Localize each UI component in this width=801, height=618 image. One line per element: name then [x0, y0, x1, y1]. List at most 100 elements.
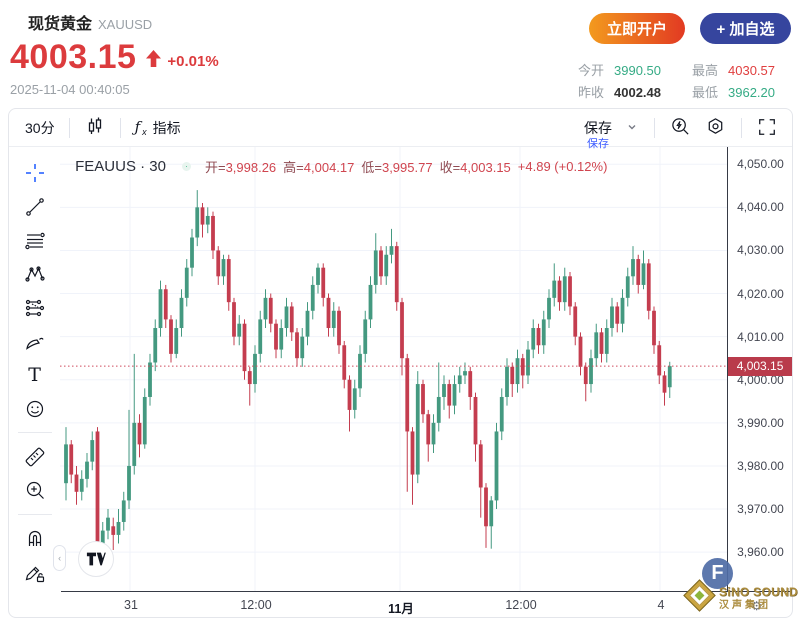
chart-legend: FEAUUS · 30 开=3,998.26 高=4,004.17 低=3,99…: [75, 157, 607, 176]
legend-low-value: 3,995.77: [381, 160, 433, 175]
price-axis-label: 3,970.00: [737, 502, 784, 517]
save-tooltip: 保存: [587, 138, 609, 150]
legend-change: +4.89 (+0.12%): [517, 159, 608, 174]
instrument-name: 现货黄金: [28, 16, 93, 33]
edit-lock-tool-button[interactable]: [18, 557, 52, 586]
xabcd-pattern-icon: [24, 263, 46, 285]
save-dropdown-button[interactable]: [618, 117, 646, 140]
chart-plot[interactable]: FEAUUS · 30 开=3,998.26 高=4,004.17 低=3,99…: [53, 147, 728, 591]
price-up-arrow-icon: [146, 49, 162, 72]
ruler-icon: [24, 446, 46, 468]
legend-high-label: 高=: [283, 160, 304, 175]
fib-lines-tool-button[interactable]: [18, 226, 52, 255]
instrument-symbol: XAUUSD: [98, 17, 153, 32]
price-change-percent: +0.01%: [167, 53, 219, 70]
price-axis-label: 3,990.00: [737, 415, 784, 430]
zoom-in-tool-button[interactable]: [18, 476, 52, 505]
settings-gear-icon: [705, 116, 726, 140]
price-axis-label: 4,050.00: [737, 157, 784, 172]
collapse-drawbar-button[interactable]: ‹: [53, 545, 67, 571]
toolbar-separator: [741, 118, 742, 138]
last-price-tag: 4,003.15: [728, 357, 792, 377]
stat-today-open: 今开 3990.50: [578, 63, 662, 78]
chevron-down-icon: [625, 120, 639, 137]
time-axis-label: 31: [124, 598, 138, 612]
emoji-tool-button[interactable]: [18, 395, 52, 424]
stat-prev-close: 昨收 4002.48: [578, 85, 662, 100]
drawbar-separator: [17, 432, 52, 434]
candlestick-chart: [60, 147, 728, 591]
toolbar-separator: [68, 117, 70, 138]
chart-settings-button[interactable]: [698, 113, 733, 143]
ruler-tool-button[interactable]: [18, 442, 52, 471]
drawbar-separator: [17, 513, 52, 515]
price-axis-label: 4,030.00: [737, 243, 784, 258]
toolbar-separator: [119, 117, 121, 138]
fullscreen-icon: [757, 117, 777, 140]
last-price: 4003.15: [10, 38, 137, 76]
xabcd-pattern-tool-button[interactable]: [18, 260, 52, 289]
forecast-icon: [24, 297, 46, 319]
emoji-icon: [24, 398, 46, 420]
price-axis-label: 3,960.00: [737, 545, 784, 560]
price-axis-label: 4,040.00: [737, 200, 784, 215]
quote-timestamp: 2025-11-04 00:40:05: [10, 82, 130, 97]
brush-icon: [24, 331, 46, 353]
time-axis-label: 4: [657, 598, 665, 612]
text-tool-icon: T: [28, 364, 41, 387]
indicators-label: 指标: [152, 119, 181, 136]
legend-symbol: FEAUUS · 30: [75, 158, 166, 175]
legend-high-value: 4,004.17: [303, 160, 355, 175]
time-axis[interactable]: 31 12:00 11月 12:00 4 ⚙: [9, 591, 792, 617]
text-tool-button[interactable]: T: [18, 361, 52, 390]
price-axis-label: 4,000.00: [737, 372, 784, 387]
add-watchlist-button[interactable]: + 加自选: [700, 13, 791, 44]
trend-line-tool-button[interactable]: [18, 193, 52, 222]
price-row: 4003.15 +0.01%: [10, 38, 219, 77]
price-axis-label: 4,020.00: [737, 286, 784, 301]
legend-close-value: 4,003.15: [460, 160, 511, 175]
fullscreen-button[interactable]: [750, 114, 784, 143]
toolbar-separator: [654, 118, 655, 138]
pencil-lock-icon: [24, 561, 46, 583]
price-axis-label: 3,980.00: [737, 458, 784, 473]
flash-search-icon: [670, 116, 691, 140]
crosshair-tool-button[interactable]: [18, 159, 52, 188]
quick-search-button[interactable]: [663, 113, 698, 143]
brush-tool-button[interactable]: [18, 327, 52, 356]
market-status-dot: [181, 162, 191, 171]
legend-low-label: 低=: [361, 160, 382, 175]
time-axis-label: 12:00: [240, 598, 272, 612]
magnet-icon: [24, 527, 46, 549]
crosshair-icon: [24, 162, 46, 184]
magnet-tool-button[interactable]: [18, 524, 52, 553]
zoom-in-icon: [24, 479, 46, 501]
chart-row: T: [9, 147, 792, 591]
stat-low: 最低 3962.20: [692, 85, 776, 100]
save-button[interactable]: 保存: [578, 114, 618, 142]
drawing-toolbar: T: [9, 147, 60, 591]
watermark-gear-icon: ⚙: [751, 599, 762, 613]
legend-open-label: 开=: [204, 160, 226, 175]
price-axis[interactable]: 4,050.00 4,040.00 4,030.00 4,020.00 4,010.00…: [727, 147, 792, 591]
fib-lines-icon: [24, 230, 46, 252]
chart-style-button[interactable]: [78, 111, 112, 144]
price-axis-label: 4,010.00: [737, 329, 784, 344]
instrument-title-row: 现货黄金 XAUUSD: [28, 10, 152, 34]
interval-selector[interactable]: 30分: [19, 114, 61, 142]
time-axis-label: 11月: [388, 602, 414, 616]
forecast-tool-button[interactable]: [18, 294, 52, 323]
tradingview-logo[interactable]: [78, 541, 115, 577]
time-axis-line: [61, 591, 792, 592]
trend-line-icon: [24, 196, 46, 218]
open-account-button[interactable]: 立即开户: [589, 13, 685, 44]
legend-open-value: 3,998.26: [225, 160, 277, 175]
candlestick-icon: [84, 115, 106, 140]
stat-high: 最高 4030.57: [692, 63, 776, 78]
time-axis-label: 12:00: [505, 598, 537, 612]
